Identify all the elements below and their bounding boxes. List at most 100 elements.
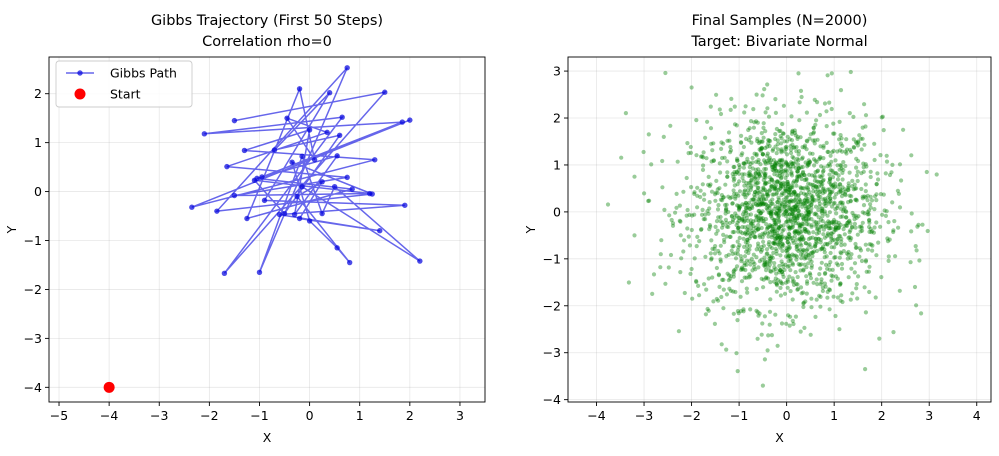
- sample-point: [769, 162, 775, 167]
- sample-point: [814, 240, 820, 245]
- sample-point: [744, 249, 749, 254]
- sample-point: [925, 228, 930, 234]
- sample-point: [853, 241, 858, 247]
- sample-point: [767, 144, 772, 149]
- sample-point: [783, 220, 789, 225]
- sample-point: [787, 232, 792, 237]
- sample-point: [728, 107, 733, 112]
- sample-point: [852, 261, 858, 266]
- sample-point: [732, 215, 737, 220]
- sample-point: [725, 271, 730, 276]
- sample-point: [876, 240, 881, 245]
- sample-point: [769, 214, 774, 219]
- sample-point: [844, 151, 849, 156]
- sample-point: [867, 242, 872, 247]
- sample-point: [678, 219, 683, 224]
- sample-point: [758, 146, 763, 151]
- sample-point: [819, 174, 824, 180]
- sample-point: [899, 178, 904, 183]
- sample-point: [741, 165, 747, 170]
- sample-point: [736, 225, 741, 230]
- sample-point: [785, 180, 790, 185]
- sample-point: [781, 191, 786, 196]
- sample-point: [720, 198, 725, 203]
- sample-point: [770, 201, 775, 206]
- sample-point: [668, 123, 673, 128]
- sample-point: [784, 209, 789, 214]
- sample-point: [824, 140, 829, 145]
- sample-point: [754, 286, 759, 292]
- samples-x-tick-label: −2: [682, 408, 700, 423]
- sample-point: [821, 227, 827, 232]
- sample-point: [793, 159, 798, 164]
- trajectory-x-tick-label: −4: [100, 408, 118, 423]
- sample-point: [742, 189, 747, 194]
- sample-point: [828, 153, 833, 158]
- sample-point: [833, 274, 839, 279]
- sample-point: [777, 219, 782, 225]
- sample-point: [748, 206, 753, 212]
- sample-point: [757, 203, 763, 208]
- sample-point: [777, 208, 782, 213]
- sample-point: [802, 198, 808, 203]
- gibbs-path-point: [382, 89, 388, 95]
- sample-point: [860, 220, 865, 225]
- sample-point: [772, 233, 777, 238]
- sample-point: [805, 208, 810, 213]
- sample-point: [815, 187, 820, 192]
- sample-point: [744, 160, 749, 165]
- sample-point: [740, 218, 745, 223]
- sample-point: [792, 234, 798, 239]
- sample-point: [849, 266, 854, 271]
- sample-point: [753, 228, 759, 233]
- sample-point: [897, 162, 903, 167]
- sample-point: [793, 133, 798, 138]
- sample-point: [867, 224, 872, 230]
- sample-point: [808, 272, 813, 277]
- sample-point: [805, 212, 811, 217]
- sample-point: [786, 259, 791, 264]
- sample-point: [824, 124, 829, 129]
- sample-point: [840, 149, 845, 154]
- sample-point: [726, 252, 731, 257]
- sample-point: [817, 204, 822, 209]
- sample-point: [775, 200, 780, 205]
- sample-point: [771, 240, 776, 245]
- sample-point: [776, 197, 782, 202]
- sample-point: [832, 237, 837, 242]
- sample-point: [763, 264, 768, 269]
- samples-x-tick-label: −3: [635, 408, 653, 423]
- sample-point: [881, 192, 886, 197]
- sample-point: [778, 171, 783, 176]
- sample-point: [797, 118, 802, 123]
- sample-point: [878, 224, 883, 229]
- sample-point: [896, 191, 902, 196]
- sample-point: [765, 158, 770, 163]
- sample-point: [761, 197, 767, 202]
- sample-point: [777, 203, 782, 208]
- sample-point: [827, 210, 833, 215]
- trajectory-plot-area: [103, 65, 423, 393]
- sample-point: [668, 252, 674, 258]
- sample-point: [757, 259, 763, 264]
- sample-point: [831, 121, 836, 126]
- gibbs-path-point: [344, 174, 350, 181]
- sample-point: [870, 229, 875, 234]
- sample-point: [846, 275, 851, 280]
- sample-point: [934, 172, 939, 177]
- gibbs-path-point: [319, 179, 325, 185]
- sample-point: [741, 236, 746, 241]
- sample-point: [740, 202, 745, 207]
- sample-point: [858, 136, 863, 141]
- sample-point: [771, 227, 776, 232]
- sample-point: [809, 296, 814, 301]
- sample-point: [854, 173, 860, 178]
- sample-point: [839, 236, 844, 241]
- sample-point: [734, 169, 739, 174]
- sample-point: [897, 205, 903, 210]
- sample-point: [731, 289, 736, 294]
- sample-point: [759, 200, 764, 205]
- sample-point: [818, 224, 823, 229]
- sample-point: [843, 189, 848, 194]
- sample-point: [741, 179, 746, 184]
